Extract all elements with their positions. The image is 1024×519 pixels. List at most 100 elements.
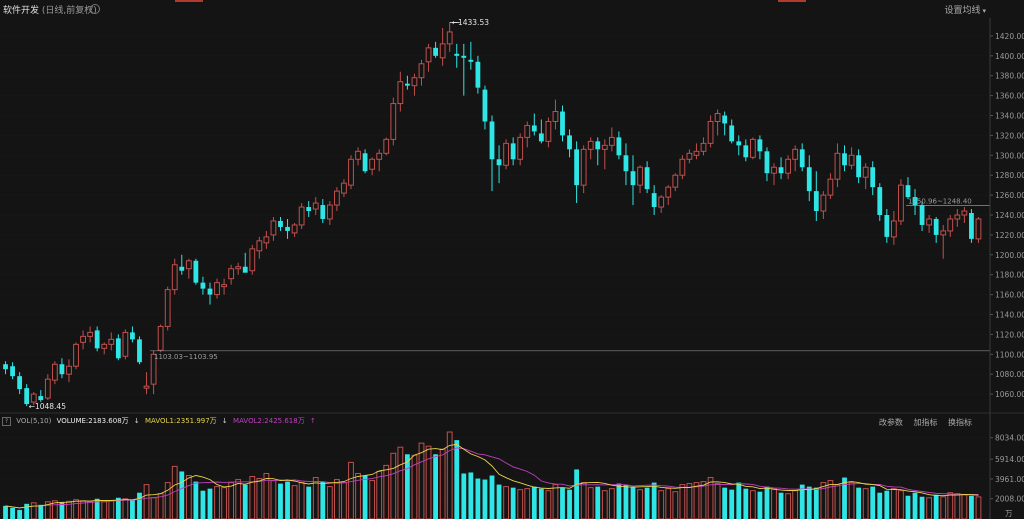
volume-bar	[348, 461, 354, 519]
volume-bar	[757, 491, 763, 519]
candle-body	[644, 167, 650, 190]
candle-body	[587, 140, 594, 150]
price-tick-label: 1180.00	[995, 271, 1024, 280]
candle-body	[44, 378, 51, 399]
volume-bar	[383, 464, 390, 519]
candle-body	[150, 353, 157, 385]
volume-bar	[969, 495, 974, 519]
candle-body	[249, 248, 256, 272]
candle-body	[298, 206, 305, 226]
candle-body	[171, 264, 178, 291]
volume-bar	[954, 493, 961, 519]
price-tick-label: 1420.00	[995, 32, 1024, 41]
volume-bar	[468, 472, 474, 519]
reference-lines: ←1433.53 ←1048.45 1103.03~1103.95 1250.96~1…	[29, 18, 990, 411]
volume-bar	[256, 478, 263, 519]
volume-bar	[693, 482, 700, 519]
candle-body	[59, 364, 65, 375]
candle-body	[510, 143, 516, 160]
ref-line-1-label: 1103.03~1103.95	[154, 353, 218, 361]
switch-indicator-button[interactable]: 换指标	[948, 418, 972, 427]
volume-bar	[707, 477, 714, 519]
volume-bar	[601, 490, 608, 519]
candle-body	[475, 61, 481, 88]
volume-tools: 改参数 加指标 换指标	[871, 417, 972, 428]
volume-bar	[461, 473, 467, 519]
volume-bar	[122, 498, 129, 519]
volume-bar	[679, 484, 686, 519]
volume-bar	[940, 496, 947, 519]
arrow-up-icon: ↑	[309, 417, 316, 425]
candle-body	[369, 158, 376, 170]
candle-body	[884, 215, 890, 237]
candle-body	[242, 266, 248, 273]
candle-body	[961, 210, 968, 216]
volume-bar	[580, 482, 587, 519]
add-indicator-button[interactable]: 加指标	[913, 418, 938, 427]
volume-bar	[736, 482, 742, 519]
volume-bar	[567, 489, 572, 519]
volume-bar	[326, 486, 333, 519]
candle-body	[503, 142, 509, 166]
candle-body	[651, 193, 657, 208]
volume-bar	[30, 502, 37, 519]
volume-bar	[73, 499, 79, 519]
volume-bar	[813, 487, 819, 519]
volume-bar	[538, 488, 544, 519]
volume-bar	[482, 479, 488, 519]
candle-body	[975, 218, 982, 240]
candle-body	[376, 152, 383, 160]
volume-ma-lines	[5, 443, 979, 509]
candle-body	[714, 113, 721, 122]
candle-body	[362, 153, 368, 172]
candle-body	[73, 343, 79, 367]
candle-body	[679, 158, 686, 176]
candle-body	[122, 331, 129, 357]
volume-bar	[686, 483, 693, 519]
candle-body	[193, 260, 199, 283]
candle-body	[143, 385, 150, 389]
price-tick-label: 1200.00	[995, 251, 1024, 260]
candle-body	[157, 325, 164, 351]
volume-bar	[263, 472, 270, 519]
candle-body	[538, 133, 544, 142]
price-grid	[2, 35, 990, 395]
volume-bar	[489, 475, 495, 519]
candle-body	[17, 376, 23, 390]
candle-body	[574, 149, 580, 186]
candle-body	[320, 205, 326, 219]
candle-body	[30, 393, 37, 403]
volume-bar	[785, 493, 792, 519]
volume-bar	[312, 477, 319, 519]
volume-bar	[320, 481, 326, 519]
volume-bar	[179, 471, 185, 519]
volume-bar	[644, 487, 650, 519]
help-icon[interactable]: ?	[2, 417, 11, 426]
candle-body	[425, 47, 432, 63]
volume-unit-label: 万	[1005, 509, 1013, 518]
volume-bar	[150, 497, 157, 519]
candle-body	[595, 141, 601, 150]
volume-bars	[3, 431, 982, 519]
set-ma-button[interactable]: 设置均线 ▾	[944, 3, 986, 16]
candle-body	[834, 152, 841, 180]
volume-bar	[560, 487, 565, 519]
candle-body	[496, 159, 502, 166]
gear-icon[interactable]	[90, 4, 100, 14]
volume-bar	[355, 472, 361, 519]
candle-body	[637, 166, 643, 186]
change-params-button[interactable]: 改参数	[878, 418, 903, 427]
volume-bar	[524, 488, 531, 519]
volume-bar	[700, 481, 707, 519]
volume-bar	[503, 486, 509, 519]
volume-bar	[207, 488, 213, 519]
volume-bar	[298, 482, 305, 519]
volume-bar	[672, 491, 679, 519]
arrow-down-icon: ↓	[133, 417, 140, 425]
period-label: (日线,前复权)	[41, 6, 97, 16]
candle-body	[771, 166, 777, 174]
volume-bar	[475, 478, 481, 519]
candle-body	[764, 151, 770, 174]
candle-body	[693, 150, 700, 156]
